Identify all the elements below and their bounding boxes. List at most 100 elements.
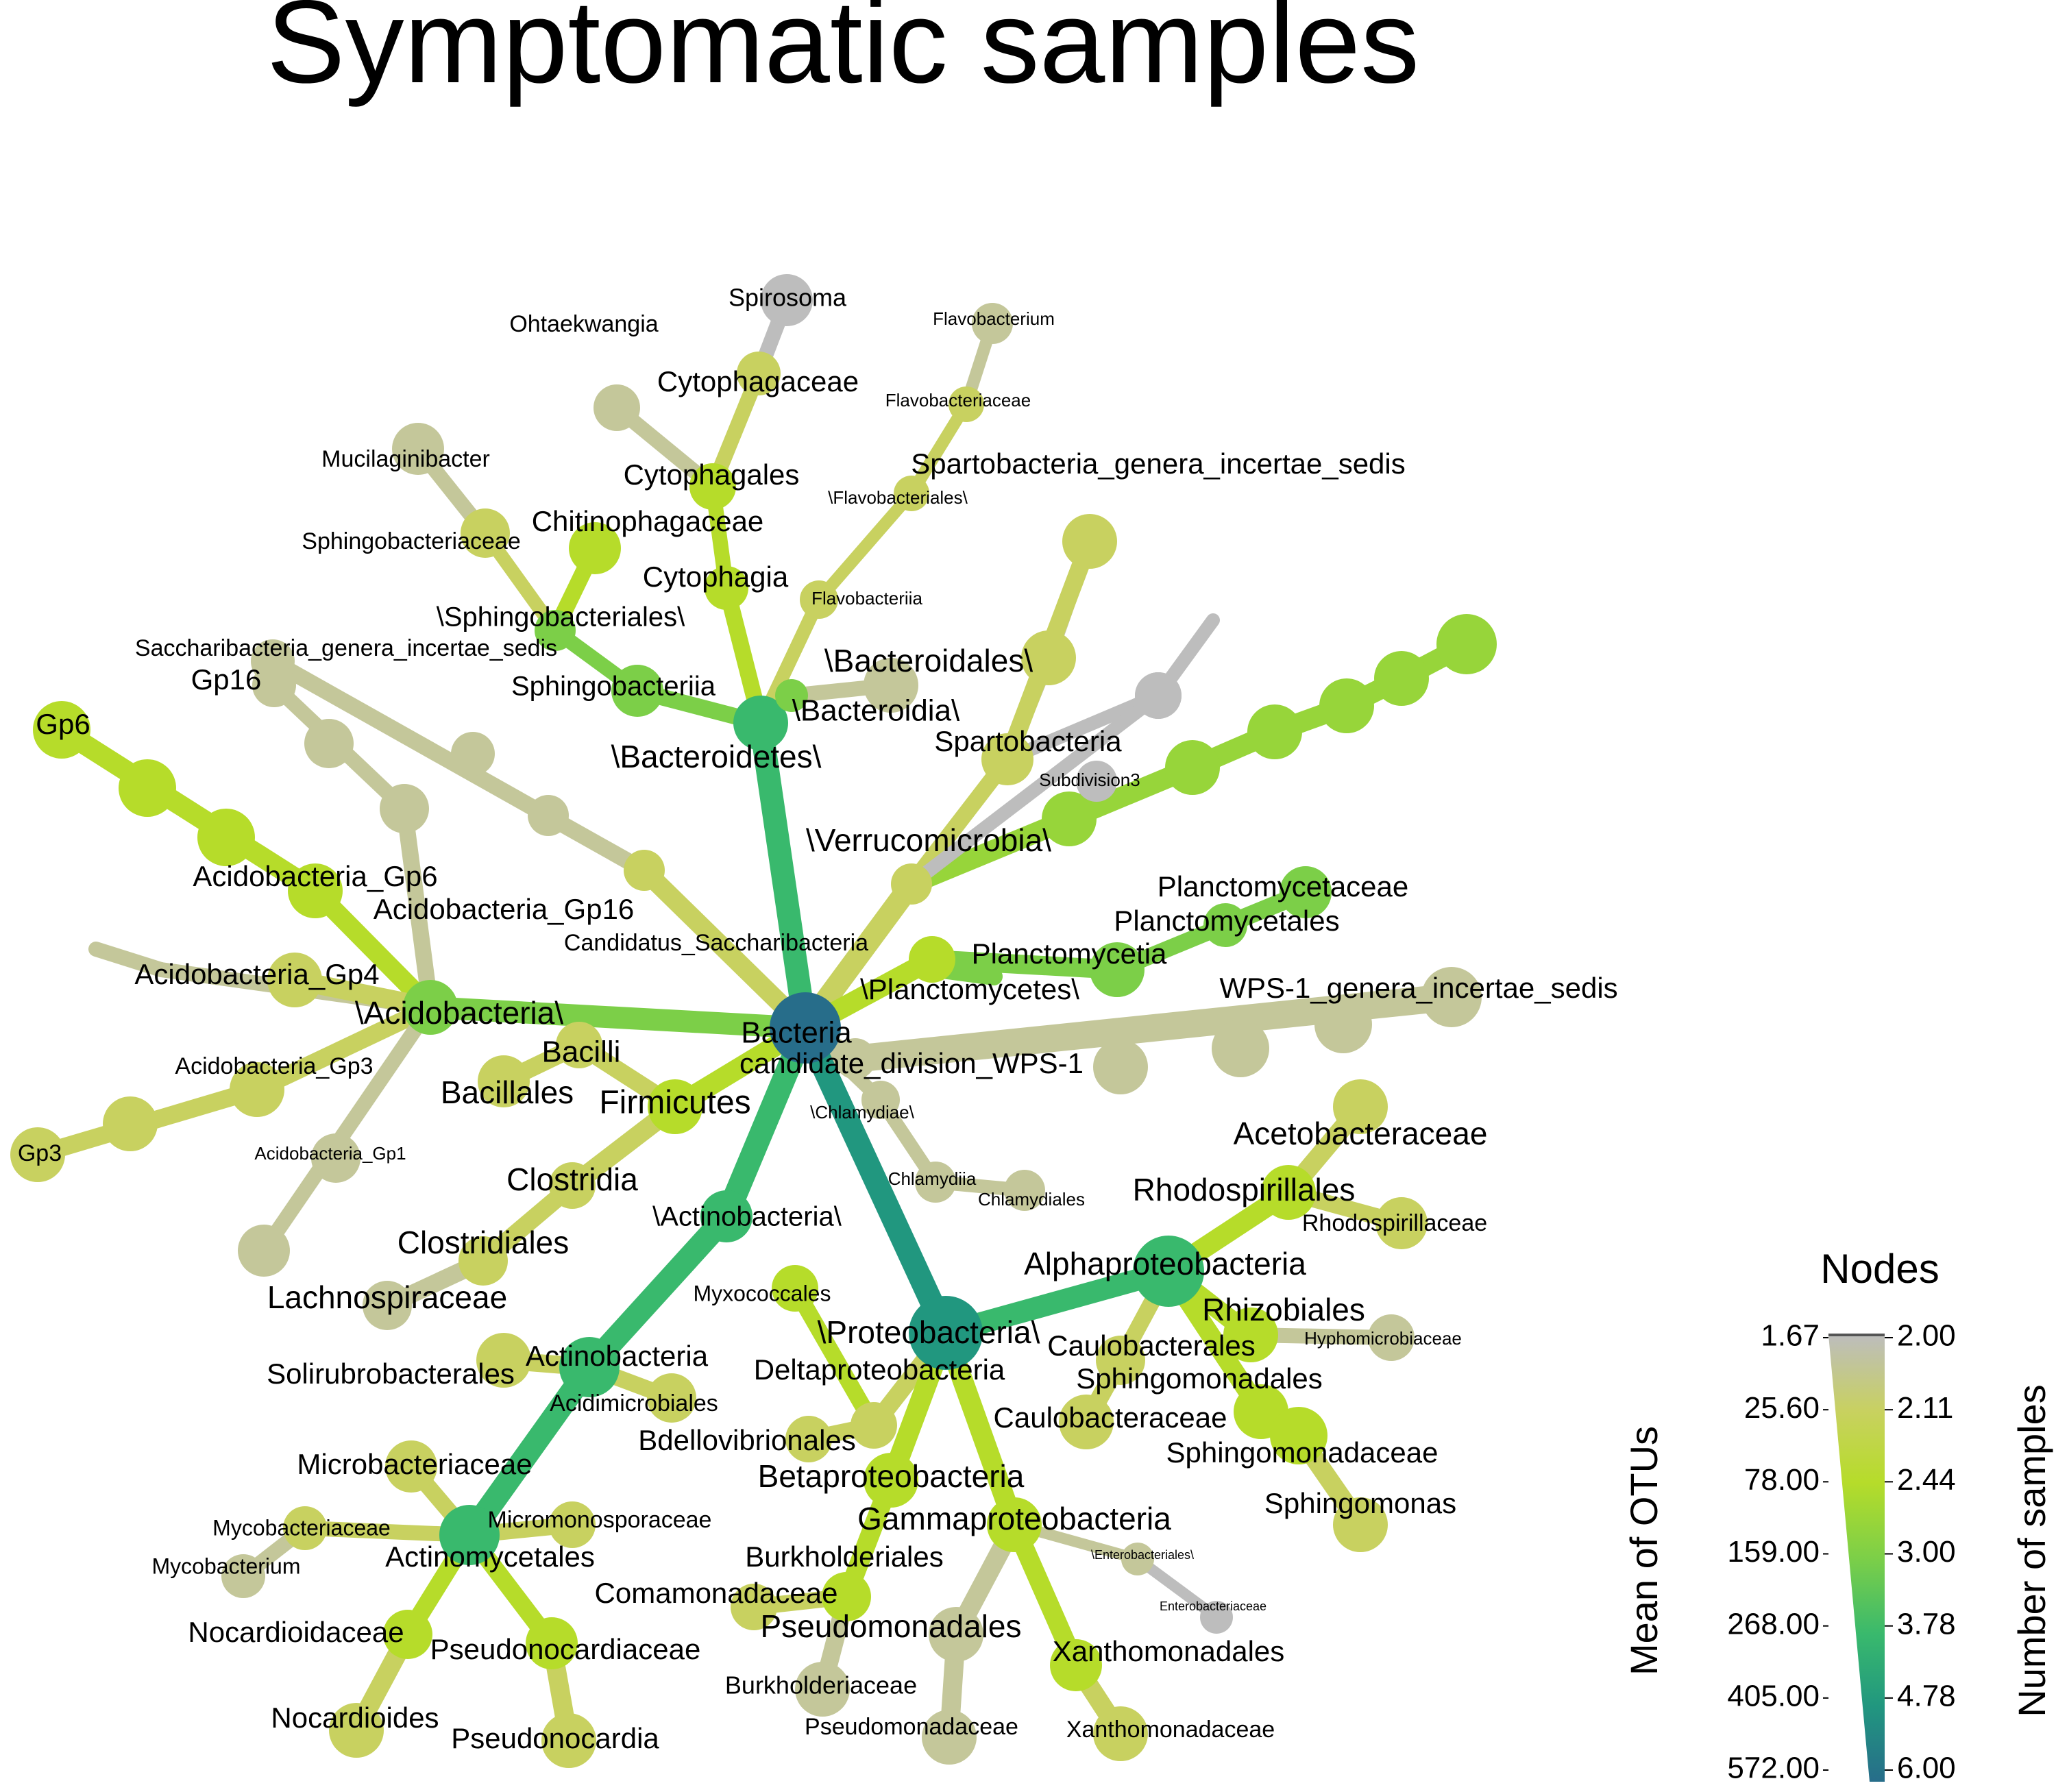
tree-node-xanthomonadaceae — [1093, 1706, 1148, 1761]
node-label-betaproteobacteria: Betaproteobacteria — [758, 1458, 1025, 1494]
tree-node-gp4_class — [267, 953, 322, 1007]
legend-left-tick-1: 25.60 — [1744, 1391, 1820, 1425]
tree-node-caulobacteraceae — [1059, 1395, 1114, 1449]
tree-node-candidatus_sacch — [624, 850, 665, 891]
node-label-deltaproteobacteria: Deltaproteobacteria — [754, 1353, 1005, 1386]
legend-left-axis-title: Mean of OTUs — [1622, 1426, 1665, 1676]
node-label-chlamydiae: \Chlamydiae\ — [810, 1102, 915, 1122]
tree-node-chlamydiae — [861, 1081, 900, 1119]
node-label-pseudonocardia: Pseudonocardia — [451, 1722, 659, 1754]
node-label-firmicutes: Firmicutes — [599, 1085, 750, 1121]
node-label-acidimicrobiales: Acidimicrobiales — [550, 1390, 718, 1416]
tree-node-acidobacteria — [403, 980, 458, 1035]
node-label-gp3: Gp3 — [18, 1140, 62, 1166]
node-label-pseudomonadaceae: Pseudomonadaceae — [805, 1714, 1018, 1740]
node-label-lachnospiraceae: Lachnospiraceae — [267, 1279, 507, 1315]
tree-node-wps1_genera — [1421, 967, 1482, 1027]
node-label-enterobacteriaceae: Enterobacteriaceae — [1160, 1599, 1266, 1613]
node-label-mucilaginibacter: Mucilaginibacter — [321, 446, 490, 472]
tree-nodes — [10, 274, 1497, 1768]
node-label-verrucomicrobia: \Verrucomicrobia\ — [806, 822, 1051, 858]
node-label-gp4_class: Acidobacteria_Gp4 — [134, 958, 379, 990]
node-label-sphingomonas: Sphingomonas — [1264, 1487, 1456, 1519]
tree-node-wps1 — [835, 1038, 876, 1079]
node-label-micromonosporaceae: Micromonosporaceae — [488, 1507, 712, 1533]
node-label-cytophagales: Cytophagales — [624, 458, 800, 491]
tree-edge-gp3_class — [248, 998, 439, 1098]
node-label-cytophagaceae: Cytophagaceae — [657, 365, 859, 397]
node-label-cytophagia: Cytophagia — [643, 561, 789, 593]
node-label-planctomycetes: \Planctomycetes\ — [860, 973, 1079, 1005]
tree-node-bead-subdivision3-0 — [1076, 761, 1117, 802]
tree-node-bead-sacch_genera-0 — [451, 732, 495, 776]
node-label-sphingomonadales: Sphingomonadales — [1076, 1362, 1323, 1395]
tree-node-planctomycetales — [1203, 903, 1247, 947]
tree-node-flavobacteriales — [894, 476, 929, 511]
tree-node-gp16 — [252, 663, 296, 707]
node-label-spartobacteria: Spartobacteria — [934, 725, 1122, 757]
tree-node-clostridiales — [458, 1236, 508, 1286]
tree-node-bead-gp6-1 — [197, 809, 255, 866]
legend-right-tick-3: 3.00 — [1897, 1535, 1956, 1569]
tree-node-hyphomicrobiaceae — [1368, 1314, 1415, 1361]
node-label-alphaproteobacteria: Alphaproteobacteria — [1024, 1246, 1306, 1281]
tree-node-deltaproteobacteria — [850, 1402, 897, 1449]
node-label-actinomycetales: Actinomycetales — [385, 1541, 595, 1573]
tree-edge-flavobacteriales — [813, 487, 918, 606]
node-label-microbacteriaceae: Microbacteriaceae — [297, 1448, 532, 1480]
tree-node-gp6 — [33, 701, 90, 759]
node-label-gp16_class: Acidobacteria_Gp16 — [374, 893, 635, 925]
tree-node-pseudonocardia — [541, 1713, 596, 1768]
node-label-wps1: candidate_division_WPS-1 — [739, 1047, 1084, 1079]
legend-left-tick-5: 405.00 — [1727, 1679, 1820, 1713]
tree-node-bead-gp6-0 — [119, 759, 176, 817]
tree-node-pseudonocardiaceae — [526, 1617, 578, 1669]
tree-node-solirubrobacterales — [476, 1333, 531, 1388]
tree-node-nocardioides — [329, 1703, 384, 1758]
node-label-chlamydiia: Chlamydiia — [888, 1168, 977, 1189]
node-label-burkholderiaceae: Burkholderiaceae — [725, 1671, 917, 1699]
tree-node-myxococcales — [772, 1265, 818, 1312]
node-label-wps1_genera: WPS-1_genera_incertae_sedis — [1219, 972, 1617, 1004]
tree-edge-alphaproteobacteria — [935, 1260, 1179, 1344]
tree-node-comamonadaceae — [731, 1584, 777, 1630]
node-label-bacteria: Bacteria — [741, 1016, 852, 1050]
tree-node-planctomycetes — [909, 936, 955, 983]
tree-node-rhizobiales — [1223, 1308, 1278, 1362]
legend-title: Nodes — [1820, 1246, 1939, 1292]
tree-node-bacteria — [770, 992, 841, 1064]
tree-node-acetobacteraceae — [1333, 1079, 1388, 1134]
tree-node-bead-end-0 — [1436, 614, 1497, 674]
tree-node-sphingomonas — [1333, 1497, 1388, 1552]
tree-node-bead-0-2 — [1165, 740, 1220, 795]
tree-node-bead-0-4 — [1319, 678, 1374, 733]
tree-node-spartobacteria — [981, 733, 1033, 785]
tree-node-betaproteobacteria — [864, 1453, 918, 1508]
tree-edge-actinobacteria_class — [578, 1205, 738, 1379]
node-label-sphingobacteriales: \Sphingobacteriales\ — [437, 602, 685, 633]
tree-node-bacteroidia — [775, 679, 808, 712]
tree-node-bead-0-1 — [1042, 791, 1097, 846]
node-label-flavobacterium: Flavobacterium — [933, 308, 1055, 329]
tree-node-bead-sacch_genera-1 — [528, 795, 569, 836]
legend-ticks: 1.67 2.00 25.60 2.11 78.00 2.44 159.00 3.00 268.… — [1727, 1319, 1955, 1785]
tree-node-burkholderiales — [822, 1572, 871, 1621]
legend-left-tick-6: 572.00 — [1727, 1752, 1820, 1785]
tree-node-flavobacteriaceae — [949, 386, 984, 422]
tree-edge-myxococcales — [787, 1280, 882, 1434]
node-label-subdivision3: Subdivision3 — [1039, 770, 1140, 790]
node-label-bdellovibrionales: Bdellovibrionales — [638, 1424, 856, 1456]
tree-node-gp6_class — [288, 863, 343, 918]
tree-node-gp3_class — [230, 1062, 284, 1117]
tree-node-verrucomicrobia — [891, 863, 932, 905]
tree-node-lachnospiraceae — [363, 1281, 412, 1330]
tree-edge-subdivision3 — [905, 689, 1165, 891]
tree-node-bead-gp16-0 — [304, 719, 354, 768]
node-label-clostridia: Clostridia — [506, 1162, 638, 1197]
node-label-acetobacteraceae: Acetobacteraceae — [1234, 1116, 1488, 1151]
legend: Nodes 1.67 2.00 25.60 2.11 78.00 2.44 159.00 3.… — [1622, 1246, 2053, 1785]
legend-right-tick-2: 2.44 — [1897, 1463, 1956, 1497]
tree-node-proteobacteria — [909, 1296, 983, 1370]
node-label-sphingomonadaceae: Sphingomonadaceae — [1166, 1436, 1439, 1469]
